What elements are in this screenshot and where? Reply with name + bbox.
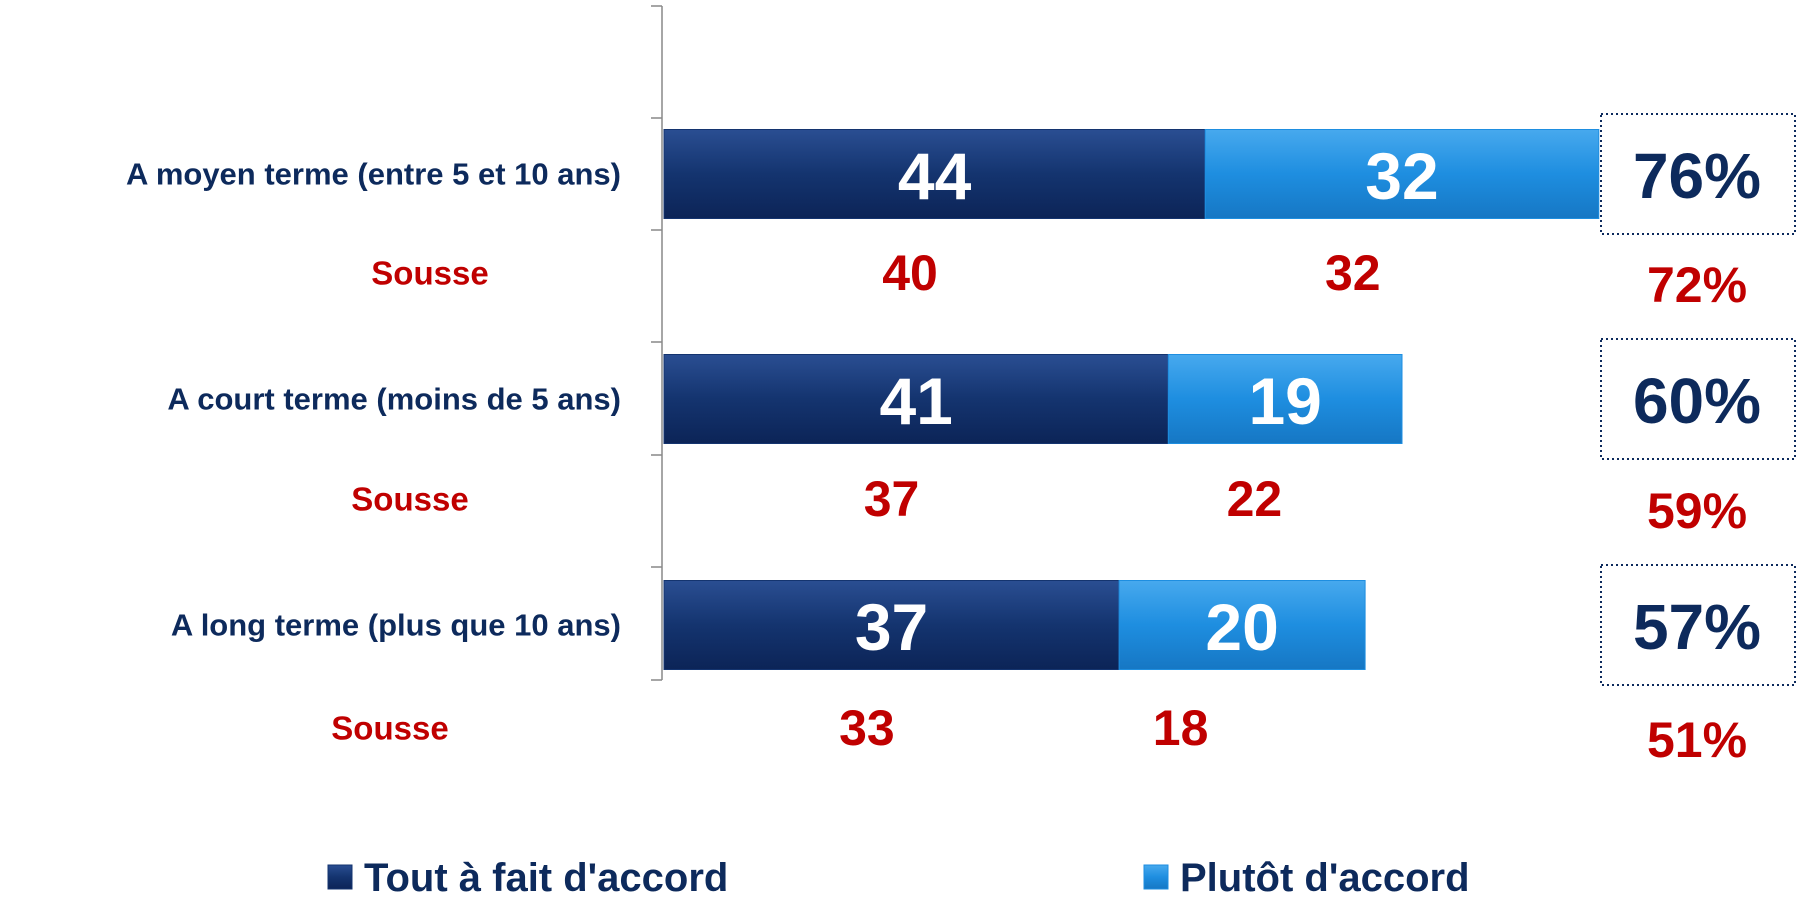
bar: [1118, 580, 1366, 670]
category-label: A long terme (plus que 10 ans): [171, 608, 621, 643]
category-label: A court terme (moins de 5 ans): [167, 382, 621, 417]
bar-value-label: 44: [898, 139, 972, 213]
total-label: 57%: [1633, 591, 1761, 663]
comparison-label: Sousse: [351, 481, 468, 518]
comparison-label: Sousse: [331, 710, 448, 747]
bar-value-label: 20: [1205, 590, 1278, 664]
total-box: [1600, 338, 1796, 460]
comparison-total: 59%: [1647, 483, 1747, 539]
bar-value-label: 32: [1365, 139, 1438, 213]
comparison-label: Sousse: [371, 255, 488, 292]
comparison-value: 22: [1227, 471, 1283, 527]
comparison-value: 18: [1153, 700, 1209, 756]
bar: [1167, 354, 1403, 444]
comparison-value: 32: [1325, 245, 1381, 301]
total-box: [1600, 564, 1796, 686]
axis-ticks: [651, 5, 662, 681]
bar: [663, 129, 1206, 219]
legend-label: Plutôt d'accord: [1180, 856, 1470, 900]
bar: [1204, 129, 1600, 219]
bar-value-label: 37: [855, 590, 928, 664]
comparison-value: 33: [839, 700, 895, 756]
category-label: A moyen terme (entre 5 et 10 ans): [126, 157, 621, 192]
comparison-value: 40: [882, 245, 938, 301]
legend-swatch: [327, 864, 353, 890]
total-label: 60%: [1633, 365, 1761, 437]
bar: [663, 580, 1120, 670]
bar: [663, 354, 1169, 444]
bar-value-label: 19: [1248, 364, 1321, 438]
comparison-total: 72%: [1647, 257, 1747, 313]
bar-value-label: 41: [879, 364, 952, 438]
legend-swatch: [1143, 864, 1169, 890]
legend-label: Tout à fait d'accord: [364, 856, 728, 900]
total-label: 76%: [1633, 140, 1761, 212]
comparison-value: 37: [864, 471, 920, 527]
comparison-total: 51%: [1647, 712, 1747, 768]
total-box: [1600, 113, 1796, 235]
